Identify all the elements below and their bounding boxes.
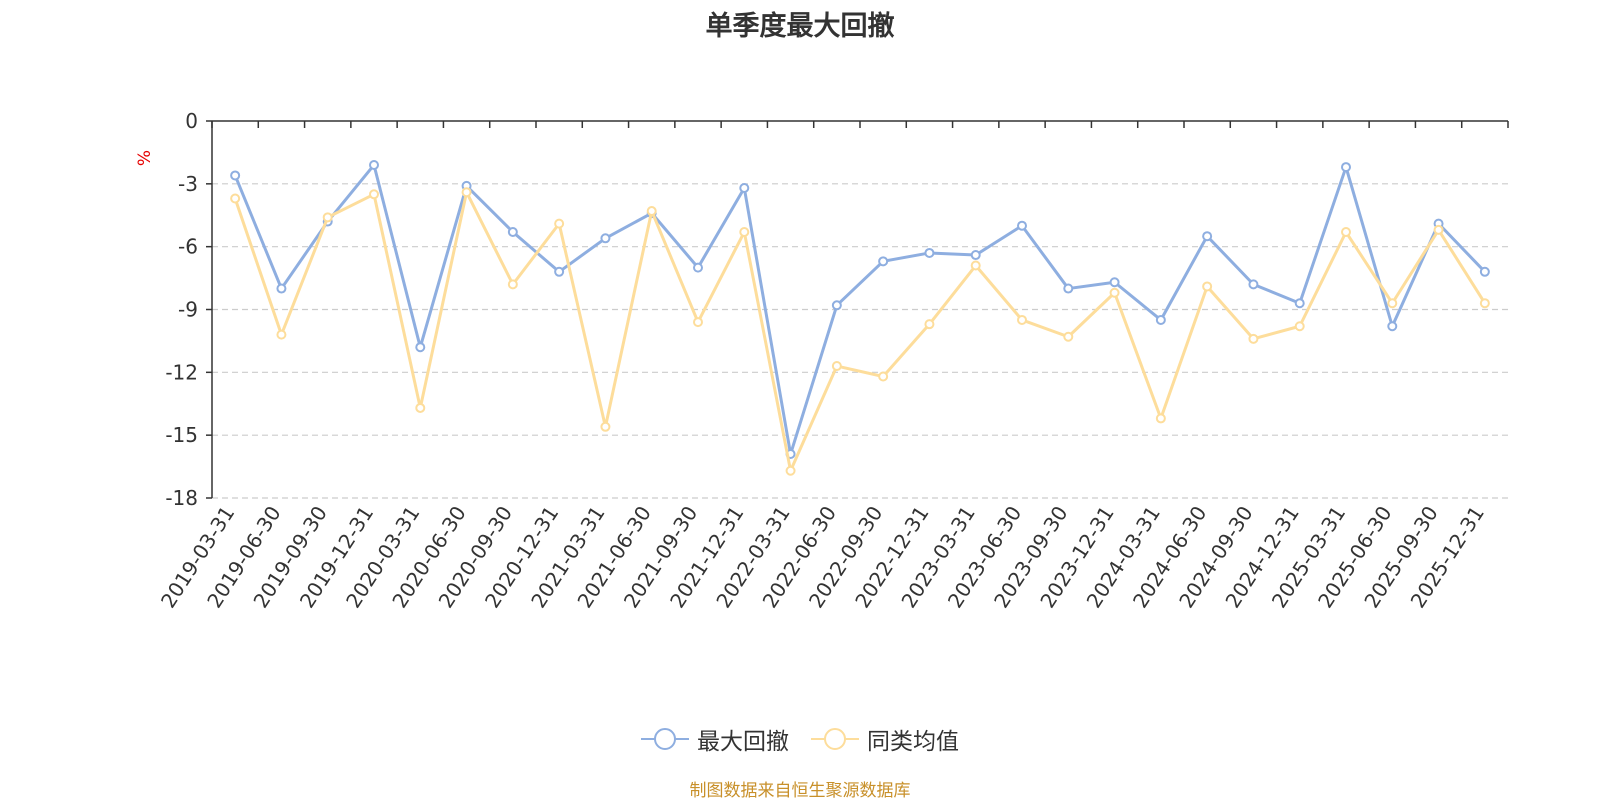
series-lines — [230, 159, 1490, 476]
data-point[interactable] — [1155, 413, 1166, 424]
data-point[interactable] — [507, 279, 518, 290]
data-point[interactable] — [831, 361, 842, 372]
data-point[interactable] — [924, 247, 935, 258]
legend-marker-peer-average — [811, 728, 859, 750]
data-point[interactable] — [600, 421, 611, 432]
data-point[interactable] — [1109, 277, 1120, 288]
data-point[interactable] — [1017, 314, 1027, 325]
data-point[interactable] — [1155, 314, 1166, 325]
data-point[interactable] — [970, 260, 981, 271]
data-point[interactable] — [1294, 298, 1305, 309]
data-point[interactable] — [230, 170, 241, 181]
y-axis-label: % — [135, 150, 155, 166]
data-point[interactable] — [1341, 227, 1351, 238]
data-point[interactable] — [1294, 321, 1305, 332]
data-point[interactable] — [415, 402, 426, 413]
y-tick-label: -12 — [165, 360, 198, 384]
legend-marker-max-drawdown — [641, 728, 689, 750]
data-point[interactable] — [1433, 224, 1444, 235]
y-tick-label: -18 — [165, 486, 198, 510]
data-point[interactable] — [831, 300, 842, 311]
data-point[interactable] — [646, 206, 657, 217]
data-point[interactable] — [276, 283, 287, 294]
data-point[interactable] — [322, 212, 333, 223]
data-point[interactable] — [369, 159, 379, 170]
legend-label-max-drawdown: 最大回撤 — [697, 729, 789, 755]
data-point[interactable] — [739, 227, 750, 238]
data-point[interactable] — [507, 227, 518, 238]
y-tick-label: 0 — [185, 109, 198, 133]
data-point[interactable] — [1387, 298, 1398, 309]
source-note: 制图数据来自恒生聚源数据库 — [689, 781, 911, 801]
series-line — [233, 163, 1486, 456]
data-point[interactable] — [1248, 279, 1259, 290]
legend-item-max-drawdown[interactable]: 最大回撤 — [641, 722, 789, 756]
data-point[interactable] — [415, 342, 426, 353]
data-point[interactable] — [693, 262, 703, 273]
data-point[interactable] — [693, 317, 703, 328]
data-point[interactable] — [1248, 333, 1259, 344]
y-tick-label: -6 — [178, 235, 198, 259]
data-point[interactable] — [461, 187, 472, 198]
chart-title: 单季度最大回撤 — [705, 11, 895, 42]
data-point[interactable] — [230, 193, 241, 204]
data-point[interactable] — [554, 218, 565, 229]
data-point[interactable] — [1202, 281, 1213, 292]
y-tick-label: -15 — [165, 423, 198, 447]
legend-label-peer-average: 同类均值 — [867, 729, 959, 755]
legend-item-peer-average[interactable]: 同类均值 — [811, 722, 959, 756]
y-tick-label: -3 — [178, 172, 198, 196]
series-line — [233, 190, 1487, 473]
data-point[interactable] — [1341, 162, 1351, 173]
y-tick-label: -9 — [178, 298, 198, 322]
data-point[interactable] — [739, 183, 750, 194]
data-point[interactable] — [970, 250, 981, 261]
data-point[interactable] — [1479, 298, 1490, 309]
series-1 — [230, 187, 1490, 476]
data-point[interactable] — [1017, 220, 1027, 231]
data-point[interactable] — [1063, 283, 1074, 294]
data-point[interactable] — [600, 233, 611, 244]
data-point[interactable] — [1479, 266, 1490, 277]
data-point[interactable] — [276, 329, 287, 340]
legend: 最大回撤 同类均值 — [0, 722, 1600, 756]
data-point[interactable] — [1202, 231, 1213, 242]
data-point[interactable] — [924, 319, 935, 330]
data-point[interactable] — [878, 371, 889, 382]
data-point[interactable] — [1387, 321, 1398, 332]
series-0 — [230, 159, 1490, 460]
data-point[interactable] — [1063, 331, 1074, 342]
data-point[interactable] — [369, 189, 379, 200]
data-point[interactable] — [554, 266, 565, 277]
data-point[interactable] — [1109, 287, 1120, 298]
data-point[interactable] — [878, 256, 889, 267]
data-point[interactable] — [785, 465, 796, 476]
